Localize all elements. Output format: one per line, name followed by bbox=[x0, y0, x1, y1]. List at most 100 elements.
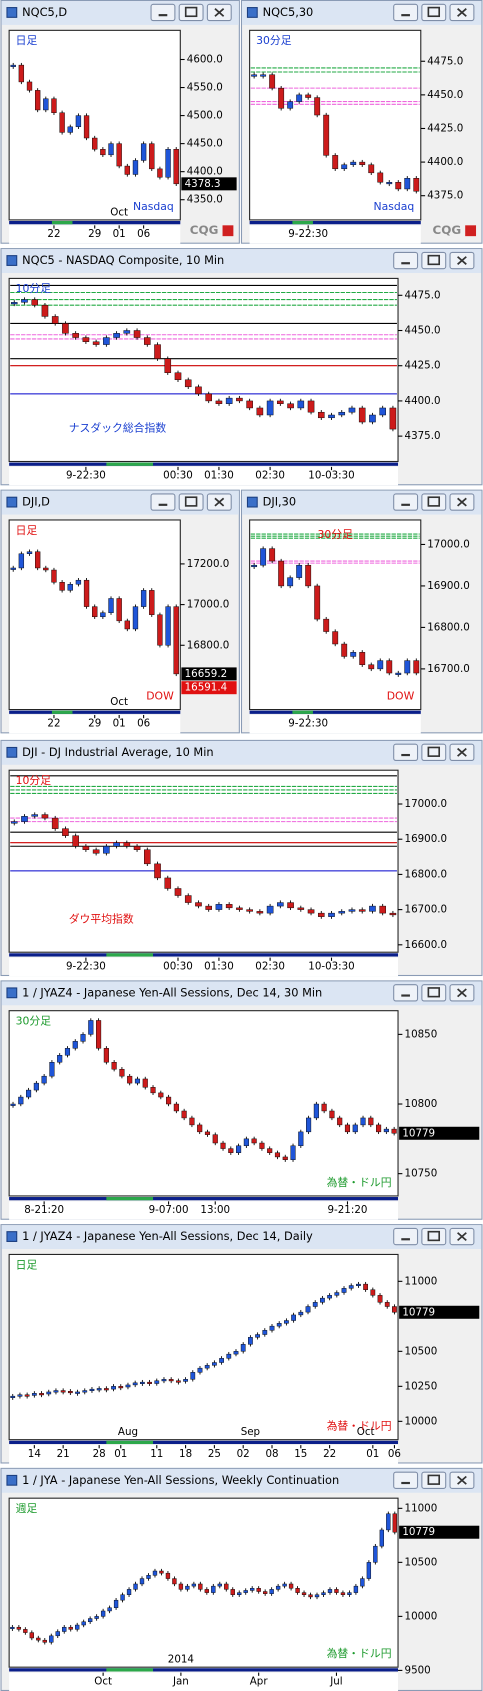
window-title: 1 / JYA - Japanese Yen-All Sessions, Wee… bbox=[22, 1473, 339, 1487]
candle bbox=[149, 590, 155, 615]
candle bbox=[341, 1288, 347, 1293]
date-row bbox=[9, 1672, 399, 1691]
candle bbox=[166, 1096, 172, 1105]
candle bbox=[291, 1314, 296, 1321]
candle bbox=[224, 1583, 229, 1590]
candle bbox=[134, 1078, 141, 1084]
date-row bbox=[9, 1201, 399, 1220]
candle bbox=[275, 1585, 281, 1590]
title-bar bbox=[1, 1468, 482, 1493]
candle bbox=[383, 1128, 389, 1133]
annotation: 日足 bbox=[16, 34, 38, 47]
plot-area bbox=[8, 769, 399, 953]
candle bbox=[51, 98, 57, 113]
candle bbox=[181, 1110, 187, 1119]
candle bbox=[75, 1624, 80, 1630]
x-period-label: Sep bbox=[241, 1426, 260, 1438]
candle bbox=[250, 1588, 255, 1591]
y-tick-label: 16700.0 bbox=[405, 904, 448, 916]
candle bbox=[334, 1292, 340, 1296]
x-tick-label: 9-22:30 bbox=[66, 960, 106, 972]
plot-area bbox=[8, 277, 399, 463]
candle bbox=[413, 178, 420, 192]
price-flag-label: 16659.2 bbox=[185, 668, 228, 680]
candle bbox=[215, 400, 223, 404]
candle bbox=[269, 1325, 275, 1331]
candle bbox=[290, 1145, 296, 1160]
candle bbox=[55, 1631, 60, 1637]
candle bbox=[348, 407, 356, 413]
candle bbox=[154, 344, 161, 359]
button-glyph bbox=[457, 8, 467, 17]
candle bbox=[323, 114, 330, 156]
window-button-min bbox=[393, 1227, 419, 1246]
x-period-label: 2014 bbox=[168, 1654, 194, 1666]
candle bbox=[149, 143, 155, 170]
candle bbox=[133, 846, 141, 850]
candle bbox=[108, 598, 114, 613]
annotation: 為替・ドル円 bbox=[327, 1419, 392, 1433]
candle bbox=[43, 98, 49, 111]
candle bbox=[83, 115, 90, 139]
candle bbox=[72, 835, 79, 847]
candle bbox=[296, 564, 303, 578]
candle bbox=[392, 1306, 397, 1313]
candle bbox=[211, 1585, 216, 1593]
candle bbox=[67, 1391, 73, 1394]
candle bbox=[103, 1048, 109, 1063]
candle bbox=[269, 1589, 274, 1594]
button-glyph bbox=[457, 497, 467, 507]
candle bbox=[111, 1386, 116, 1390]
y-tick-label: 16700.0 bbox=[427, 663, 470, 675]
candle bbox=[139, 1381, 145, 1384]
axis-strip bbox=[9, 710, 181, 714]
candle bbox=[314, 585, 321, 620]
candle bbox=[198, 1583, 203, 1590]
candle bbox=[96, 1020, 102, 1049]
candle bbox=[359, 652, 366, 665]
candle bbox=[111, 1062, 117, 1070]
candle bbox=[305, 94, 312, 98]
candle bbox=[328, 912, 335, 917]
annotation: Nasdaq bbox=[374, 200, 415, 213]
annotation: DOW bbox=[146, 690, 174, 703]
y-tick-label: 4350.0 bbox=[187, 194, 223, 206]
candle bbox=[127, 1075, 133, 1084]
candle bbox=[282, 1583, 287, 1587]
candle bbox=[92, 341, 100, 345]
candle bbox=[147, 1381, 152, 1384]
candle bbox=[352, 1124, 358, 1133]
candle bbox=[142, 1078, 148, 1088]
window-title: NQC5,30 bbox=[263, 5, 314, 19]
candle bbox=[189, 1117, 195, 1126]
candle bbox=[386, 182, 393, 185]
axis-strip bbox=[9, 1197, 399, 1201]
candle bbox=[62, 828, 69, 836]
candle bbox=[183, 1379, 188, 1382]
candle bbox=[321, 1103, 327, 1112]
button-glyph bbox=[457, 1475, 467, 1485]
candle bbox=[262, 1591, 268, 1594]
candle bbox=[51, 817, 59, 829]
axis-strip bbox=[9, 1440, 399, 1445]
candle bbox=[68, 1626, 73, 1630]
candle bbox=[64, 1048, 71, 1056]
window-icon bbox=[6, 987, 18, 999]
date-row bbox=[9, 225, 181, 244]
candle bbox=[225, 904, 233, 909]
candle bbox=[287, 577, 294, 587]
candle bbox=[347, 1592, 352, 1595]
candle bbox=[96, 1388, 102, 1391]
candle bbox=[287, 403, 294, 409]
candle bbox=[404, 660, 411, 674]
candle bbox=[178, 1583, 184, 1590]
axis-strip-marker bbox=[106, 1197, 154, 1201]
candle bbox=[384, 1302, 390, 1307]
candle bbox=[306, 1117, 312, 1133]
candle bbox=[197, 1367, 203, 1373]
y-tick-label: 10250 bbox=[405, 1380, 438, 1392]
candle bbox=[307, 909, 315, 914]
candle bbox=[41, 814, 49, 819]
candle bbox=[144, 849, 151, 865]
